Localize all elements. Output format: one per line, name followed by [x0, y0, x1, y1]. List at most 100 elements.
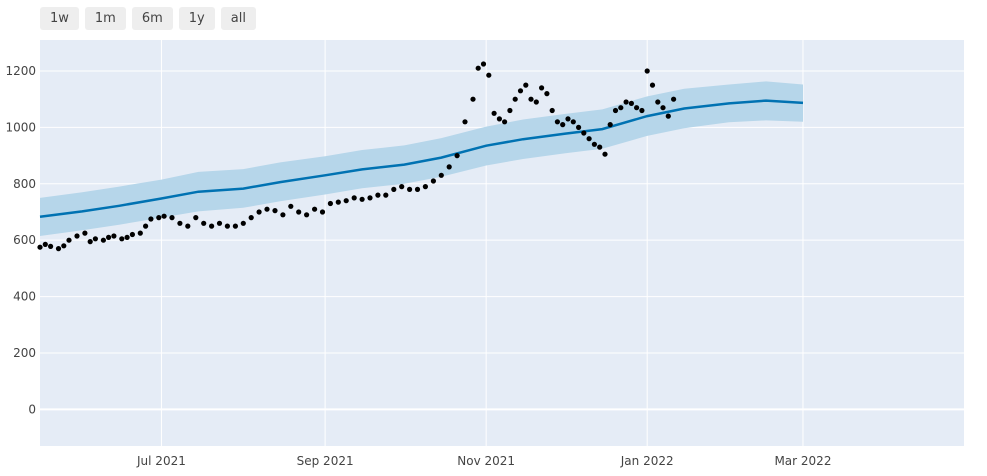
observed-point: [100, 237, 106, 243]
range-button-6m[interactable]: 6m: [131, 7, 173, 30]
observed-point: [169, 215, 175, 221]
range-button-1y[interactable]: 1y: [178, 7, 215, 30]
x-tick-label: Jan 2022: [620, 454, 674, 468]
observed-point: [304, 212, 310, 218]
x-tick-label: Mar 2022: [774, 454, 831, 468]
y-tick-label: 600: [13, 233, 36, 247]
observed-point: [565, 116, 571, 122]
observed-point: [124, 234, 130, 240]
observed-point: [544, 91, 550, 97]
observed-point: [480, 61, 487, 67]
x-tick-label: Jul 2021: [136, 454, 186, 468]
observed-point: [106, 234, 112, 240]
y-tick-label: 200: [13, 346, 36, 360]
observed-point: [319, 209, 326, 215]
observed-point: [462, 119, 468, 125]
observed-point: [491, 110, 497, 116]
observed-point: [156, 215, 162, 221]
observed-point: [232, 223, 238, 229]
observed-point: [148, 216, 154, 222]
range-button-1w[interactable]: 1w: [40, 7, 79, 30]
y-axis-tick-labels: 0 200 400 600 800 1000 1200: [5, 64, 36, 416]
observed-point: [391, 186, 397, 192]
observed-point: [201, 220, 207, 226]
observed-point: [591, 141, 598, 147]
observed-point: [359, 196, 365, 202]
observed-point: [351, 195, 357, 201]
observed-point: [512, 96, 518, 102]
observed-point: [143, 223, 149, 229]
observed-point: [597, 144, 603, 150]
observed-point: [528, 96, 534, 102]
observed-point: [486, 72, 492, 78]
observed-point: [327, 200, 333, 207]
observed-point: [55, 246, 62, 252]
observed-point: [367, 195, 373, 201]
observed-point: [612, 107, 619, 114]
observed-point: [111, 233, 117, 239]
observed-point: [280, 212, 286, 218]
observed-point: [438, 172, 444, 178]
observed-point: [256, 209, 262, 215]
observed-point: [454, 153, 460, 159]
observed-point: [407, 186, 413, 192]
range-button-all[interactable]: all: [220, 7, 256, 30]
observed-point: [496, 116, 502, 122]
y-gridlines: [40, 70, 964, 411]
observed-point: [671, 96, 677, 102]
observed-point: [264, 206, 270, 212]
observed-point: [42, 241, 48, 247]
observed-point: [665, 113, 671, 119]
observed-point: [248, 215, 254, 221]
x-tick-label: Nov 2021: [457, 454, 515, 468]
observed-point: [655, 99, 661, 105]
y-tick-label: 1200: [5, 64, 36, 78]
observed-point: [414, 186, 421, 192]
observed-point: [554, 119, 561, 125]
range-selector: 1w 1m 6m 1y all: [40, 7, 256, 30]
observed-point: [224, 223, 230, 229]
observed-point: [216, 220, 223, 226]
observed-point: [193, 215, 199, 221]
observed-point: [660, 105, 666, 111]
observed-point: [82, 230, 88, 236]
observed-point: [539, 85, 545, 91]
uncertainty-interval-band: [40, 81, 803, 237]
range-button-1m[interactable]: 1m: [84, 7, 126, 30]
observed-point: [92, 236, 98, 242]
observed-point: [523, 82, 529, 88]
observed-point: [161, 213, 167, 219]
observed-points: [37, 61, 677, 252]
y-tick-label: 400: [13, 290, 36, 304]
observed-point: [137, 230, 143, 236]
observed-point: [576, 124, 582, 130]
observed-point: [560, 122, 566, 128]
observed-point: [312, 206, 318, 212]
observed-point: [507, 107, 513, 114]
y-tick-label: 800: [13, 177, 36, 191]
observed-point: [607, 122, 613, 128]
observed-point: [602, 151, 608, 157]
observed-point: [502, 119, 508, 125]
observed-point: [649, 82, 656, 88]
observed-point: [61, 243, 67, 249]
observed-point: [422, 184, 428, 190]
observed-point: [272, 208, 278, 214]
observed-point: [581, 130, 587, 136]
observed-point: [119, 236, 125, 242]
plot-area[interactable]: [40, 40, 964, 446]
observed-point: [517, 88, 524, 94]
observed-point: [570, 119, 576, 125]
observed-point: [209, 223, 215, 229]
observed-point: [475, 65, 481, 71]
observed-point: [74, 233, 80, 239]
x-tick-label: Sep 2021: [297, 454, 354, 468]
observed-point: [533, 99, 539, 105]
observed-point: [240, 220, 246, 226]
observed-point: [446, 164, 452, 170]
observed-point: [634, 105, 640, 111]
observed-point: [375, 192, 381, 198]
observed-point: [628, 100, 635, 106]
observed-point: [644, 68, 650, 74]
